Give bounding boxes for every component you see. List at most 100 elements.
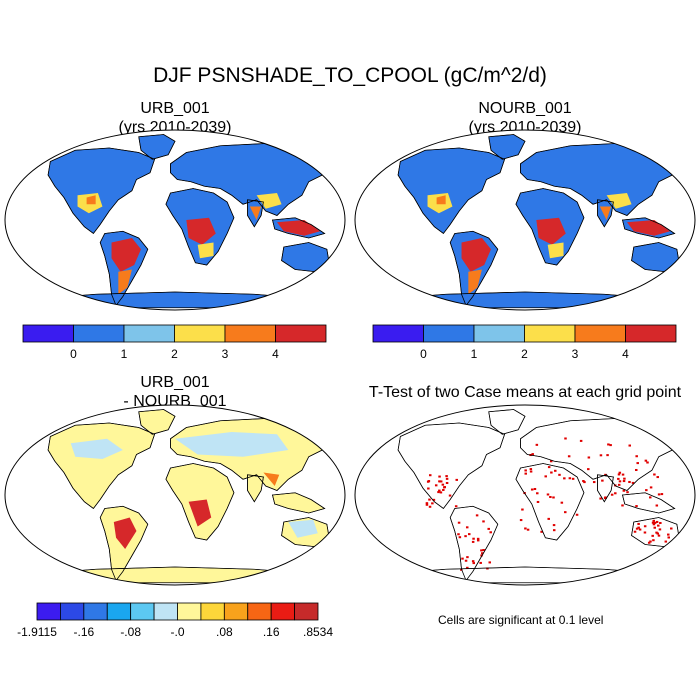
map-ttest-significant-cell: [460, 568, 463, 571]
map-ttest-significant-cell: [544, 475, 547, 478]
map-ttest-significant-cell: [425, 502, 429, 505]
map-urb-zone-3: [86, 195, 96, 205]
map-urb-zone-5: [197, 242, 214, 259]
map-urb-zone-7: [256, 193, 282, 209]
map-ttest-significant-cell: [643, 525, 647, 528]
map-ttest-significant-cell: [524, 472, 527, 475]
map-urb-frame: [4, 129, 346, 311]
map-nourb-zone-0: [461, 238, 491, 272]
map-ttest-significant-cell: [549, 495, 552, 499]
map-ttest-significant-cell: [646, 461, 649, 464]
map-ttest-significant-cell: [432, 498, 436, 501]
map-ttest-significant-cell: [480, 549, 483, 552]
colorbar-diff: [36, 602, 319, 621]
map-ttest-significant-cell: [439, 491, 443, 494]
map-ttest-significant-cell: [480, 554, 483, 557]
map-ttest-significant-cell: [486, 567, 489, 570]
map-ttest-significant-cell: [651, 521, 655, 524]
colorbar-urb-label: 1: [120, 347, 128, 361]
map-ttest-significant-cell: [617, 473, 621, 476]
map-ttest-significant-cell: [455, 478, 458, 481]
map-ttest-significant-cell: [550, 471, 553, 474]
figure-title: DJF PSNSHADE_TO_CPOOL (gC/m^2/d): [153, 64, 547, 87]
map-ttest-significant-cell: [458, 536, 462, 539]
map-ttest-significant-cell: [547, 517, 550, 520]
map-ttest-significant-cell: [658, 528, 662, 531]
colorbar-diff-label: -1.9115: [17, 625, 57, 639]
map-urb-zone-0: [111, 238, 141, 272]
map-ttest-significant-cell: [482, 549, 485, 552]
map-ttest-significant-cell: [489, 531, 492, 534]
map-ttest-significant-cell: [621, 504, 624, 507]
map-ttest-significant-cell: [623, 477, 626, 480]
map-ttest-significant-cell: [546, 493, 550, 496]
map-diff-zone-1: [70, 438, 123, 459]
map-ttest-significant-cell: [476, 539, 480, 542]
map-urb-coastline-north-america: [47, 147, 156, 235]
map-ttest-significant-cell: [466, 566, 469, 569]
map-urb-zone-1: [118, 269, 132, 295]
map-ttest-significant-cell: [475, 514, 479, 517]
map-diff-zone-3: [188, 499, 212, 527]
map-ttest-significant-cell: [592, 481, 596, 484]
map-ttest-significant-cell: [660, 493, 664, 496]
map-ttest-significant-cell: [563, 477, 566, 480]
map-nourb-coastline-se-asia: [621, 217, 676, 239]
map-ttest-frame: [354, 404, 696, 586]
colorbar-urb-box-5: [275, 324, 327, 343]
map-ttest-significant-cell: [529, 470, 533, 473]
map-ttest-significant-cell: [445, 475, 448, 478]
map-ttest-significant-cell: [653, 473, 656, 476]
colorbar-urb-label: 4: [272, 347, 279, 361]
colorbar-urb-label: 2: [171, 347, 178, 361]
map-ttest-coastline-india: [597, 474, 614, 503]
map-nourb-zone-3: [436, 195, 446, 205]
colorbar-diff-label: .08: [215, 625, 233, 639]
map-diff-land: [21, 409, 335, 584]
colorbar-nourb-label: 4: [622, 347, 629, 361]
colorbar-diff-label: -.08: [120, 625, 141, 639]
map-ttest-significant-cell: [651, 534, 654, 537]
map-ttest-significant-cell: [635, 455, 638, 458]
map-ttest-significant-cell: [441, 483, 445, 486]
map-ttest-significant-cell: [599, 497, 602, 500]
map-ttest-significant-cell: [448, 494, 452, 497]
map-ttest-significant-cell: [618, 471, 622, 474]
map-diff-coastline-india: [247, 474, 264, 503]
map-ttest-significant-cell: [461, 557, 464, 560]
map-diff-coastline-se-asia: [271, 492, 326, 514]
map-nourb-zone-1: [468, 269, 482, 295]
map-ttest-significant-cell: [427, 480, 431, 483]
map-ttest-significant-cell: [606, 454, 609, 457]
map-ttest-coastline-north-america: [397, 422, 506, 510]
map-urb-coastline-greenland: [138, 134, 176, 160]
map-ttest-significant-cell: [648, 496, 652, 499]
map-nourb-frame: [354, 129, 696, 311]
map-ttest-significant-cell: [647, 541, 651, 544]
map-nourb-coastline-africa: [515, 188, 585, 266]
map-diff-coastline-south-america: [99, 505, 149, 582]
map-ttest-significant-cell: [454, 505, 458, 508]
colorbar-urb: [22, 324, 327, 343]
map-ttest-significant-cell: [657, 524, 660, 527]
map-diff-zone-2: [113, 517, 137, 549]
map-ttest-significant-cell: [530, 488, 534, 491]
panel-title-ttest-line1: T-Test of two Case means at each grid po…: [368, 384, 682, 401]
map-ttest-significant-cell: [547, 466, 551, 469]
map-ttest-significant-cell: [564, 511, 567, 514]
map-ttest-significant-cell: [558, 473, 561, 476]
map-ttest-significant-cell: [445, 481, 449, 485]
map-nourb-coastline-south-america: [449, 230, 499, 307]
map-ttest-significant-cell: [425, 503, 429, 506]
map-ttest-significant-cell: [524, 469, 527, 472]
map-urb-coastline-south-america: [99, 230, 149, 307]
map-ttest-significant-cell: [434, 484, 438, 487]
map-ttest-significant-cell: [531, 453, 534, 456]
colorbar-nourb-label: 1: [470, 347, 478, 361]
map-urb-zone-8: [249, 206, 262, 220]
map-ttest-significant-cell: [445, 477, 449, 480]
map-nourb-coastline-india: [597, 199, 614, 228]
map-nourb-coastline-greenland: [488, 134, 526, 160]
map-ttest-significant-cell: [638, 528, 642, 531]
